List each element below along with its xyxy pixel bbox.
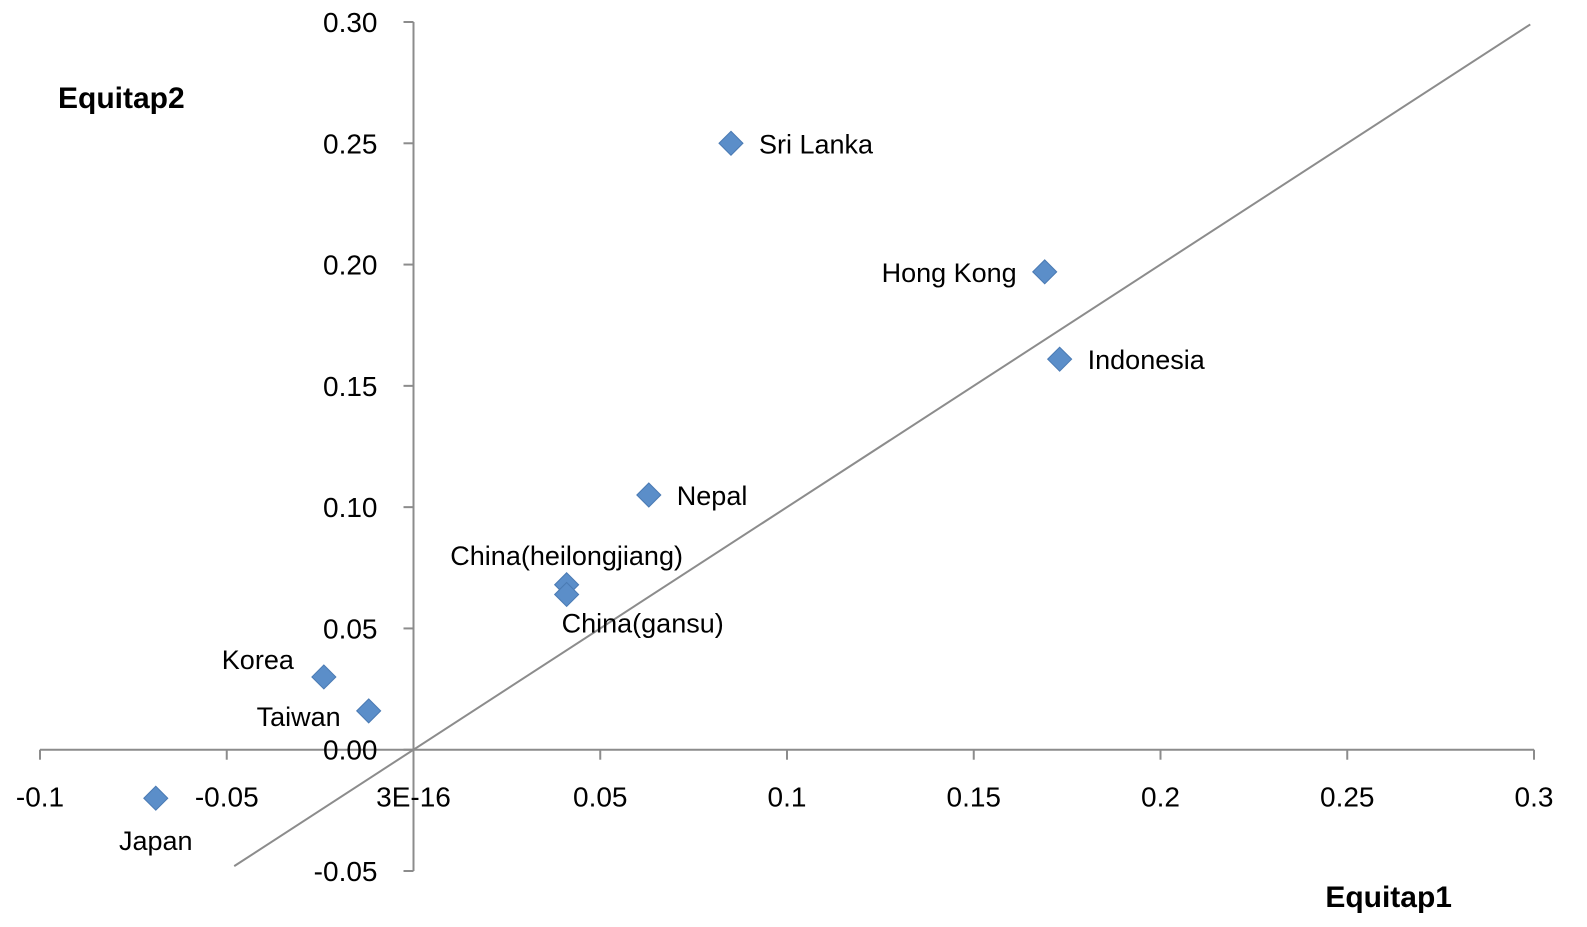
x-tick-label: 0.2 [1141, 782, 1180, 813]
data-point-label: China(heilongjiang) [450, 541, 683, 571]
data-point-marker [636, 482, 662, 508]
reference-line-group [233, 23, 1531, 867]
x-tick-label: 0.3 [1515, 782, 1554, 813]
data-point-label: Indonesia [1088, 345, 1206, 375]
y-axis-title: Equitap2 [58, 82, 185, 115]
data-points-group [143, 130, 1073, 811]
data-point-marker [1032, 259, 1058, 285]
data-point-label: Taiwan [257, 702, 341, 732]
x-tick-label: 0.25 [1320, 782, 1375, 813]
point-labels-group: Sri Lanka Hong Kong Indonesia Nepal China(he… [119, 129, 1206, 856]
y-tick-label: 0.00 [323, 735, 378, 766]
axes-group: -0.1 -0.05 3E-16 0.05 0.1 0.15 0.2 0.25 0.3 -0.05… [16, 7, 1554, 887]
y-tick-label: 0.15 [323, 371, 378, 402]
data-point-marker [553, 581, 580, 608]
y-tick-label: -0.05 [314, 856, 378, 887]
y-tick-label: 0.25 [323, 128, 378, 159]
data-point-marker [311, 664, 337, 690]
x-axis-title: Equitap1 [1325, 881, 1452, 914]
y-tick-label: 0.30 [323, 7, 378, 38]
x-tick-label: 0.15 [947, 782, 1002, 813]
reference-line-y-equals-x [233, 23, 1531, 867]
x-tick-label: -0.1 [16, 782, 64, 813]
data-point-marker [143, 785, 169, 811]
x-tick-label: 0.1 [768, 782, 807, 813]
data-point-label: China(gansu) [562, 608, 724, 638]
x-tick-label: 0.05 [573, 782, 628, 813]
x-tick-label: 3E-16 [376, 782, 451, 813]
data-point-marker [718, 130, 744, 156]
data-point-label: Sri Lanka [759, 129, 874, 159]
y-tick-label: 0.20 [323, 250, 378, 281]
data-point-label: Japan [119, 826, 193, 856]
data-point-marker [355, 698, 382, 724]
y-tick-label: 0.05 [323, 613, 378, 644]
data-point-label: Hong Kong [882, 258, 1017, 288]
data-point-label: Nepal [677, 481, 748, 511]
data-point-marker [1046, 346, 1073, 372]
x-tick-label: -0.05 [195, 782, 259, 813]
data-point-label: Korea [222, 645, 295, 675]
y-tick-label: 0.10 [323, 492, 378, 523]
